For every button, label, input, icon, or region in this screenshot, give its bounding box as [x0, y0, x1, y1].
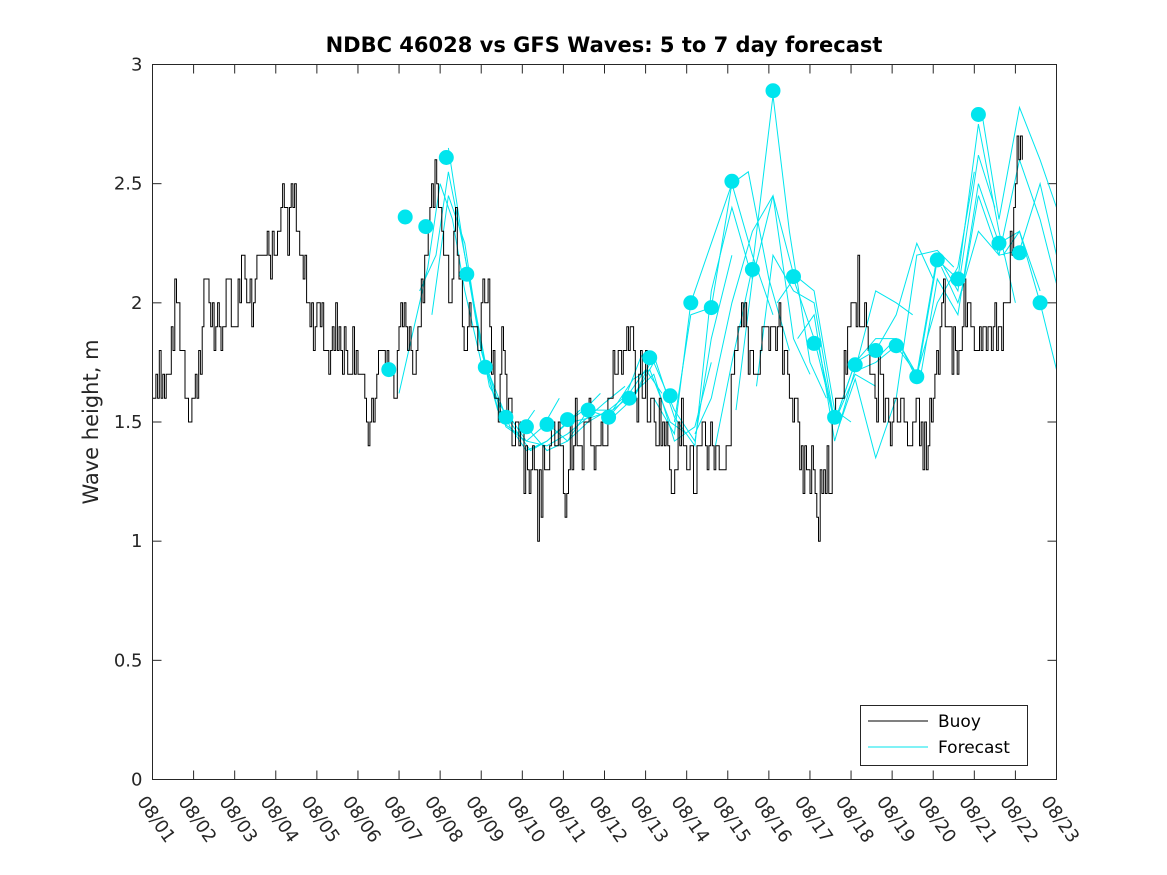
forecast-marker: [438, 150, 454, 165]
y-tick-label: 1: [131, 531, 142, 552]
forecast-marker: [909, 369, 925, 385]
x-tick-label: 08/09: [461, 792, 508, 847]
legend-box: [860, 705, 1028, 766]
forecast-marker: [601, 409, 617, 425]
x-tick-label: 08/02: [173, 792, 220, 847]
x-tick-label: 08/06: [338, 792, 385, 847]
y-tick-label: 0.5: [114, 650, 143, 671]
forecast-marker: [765, 83, 781, 99]
forecast-line: [571, 368, 687, 435]
x-tick-label: 08/03: [215, 792, 262, 847]
forecast-marker: [498, 409, 514, 425]
forecast-marker: [888, 338, 904, 354]
forecast-marker: [518, 419, 534, 435]
legend: Buoy Forecast: [860, 705, 1028, 766]
forecast-marker: [950, 271, 966, 287]
forecast-marker: [683, 295, 699, 311]
chart-title: NDBC 46028 vs GFS Waves: 5 to 7 day fore…: [326, 33, 883, 57]
x-tick-label: 08/11: [543, 792, 590, 847]
forecast-marker: [991, 235, 1007, 251]
y-tick-label: 2: [131, 293, 142, 314]
forecast-marker: [827, 409, 843, 425]
forecast-line: [592, 362, 712, 442]
legend-buoy-label: Buoy: [938, 712, 981, 732]
forecast-marker: [477, 359, 493, 375]
forecast-marker: [868, 343, 884, 358]
x-tick-label: 08/01: [132, 792, 179, 847]
plot-frame: [152, 64, 1057, 780]
forecast-marker: [929, 252, 945, 268]
forecast-marker: [970, 107, 986, 122]
x-tick-label: 08/13: [625, 792, 672, 847]
x-tick-label: 08/08: [420, 792, 467, 847]
forecast-marker: [621, 390, 637, 406]
forecast-marker: [381, 362, 397, 378]
forecast-marker: [580, 402, 596, 418]
x-tick-label: 08/05: [297, 792, 344, 847]
x-tick-label: 08/17: [790, 792, 837, 847]
x-tick-label: 08/18: [831, 792, 878, 847]
forecast-marker: [418, 219, 434, 235]
forecast-marker: [459, 266, 475, 282]
forecast-marker: [1032, 295, 1048, 311]
forecast-marker: [397, 209, 413, 225]
x-tick-label: 08/15: [708, 792, 755, 847]
forecast-marker: [1012, 245, 1027, 261]
forecast-marker: [724, 173, 740, 189]
y-tick-label: 3: [131, 55, 142, 76]
x-tick-label: 08/22: [995, 792, 1042, 847]
forecast-marker: [642, 350, 658, 366]
forecast-line: [509, 385, 626, 447]
x-tick-label: 08/04: [256, 792, 303, 847]
forecast-line: [756, 253, 876, 424]
forecast-line: [1002, 230, 1057, 370]
y-tick-label: 2.5: [114, 174, 143, 195]
x-tick-label: 08/19: [872, 792, 919, 847]
forecast-line: [468, 278, 581, 452]
forecast-line: [694, 194, 811, 435]
x-tick-label: 08/10: [502, 792, 549, 847]
y-axis-label: Wave height, m: [79, 339, 103, 504]
forecast-markers: [381, 83, 1048, 435]
forecast-marker: [662, 388, 678, 404]
x-tick-label: 08/14: [667, 792, 714, 847]
forecast-marker: [847, 357, 863, 373]
forecast-marker: [560, 412, 575, 428]
y-tick-label: 0: [131, 770, 142, 791]
forecast-line: [653, 182, 774, 436]
y-tick-label: 1.5: [114, 412, 143, 433]
forecast-marker: [703, 300, 719, 316]
x-tick-label: 08/20: [913, 792, 960, 847]
forecast-marker: [806, 335, 822, 351]
forecast-marker: [539, 416, 555, 432]
x-tick-label: 08/07: [379, 792, 426, 847]
forecast-line: [961, 181, 1057, 291]
legend-forecast-label: Forecast: [938, 738, 1010, 758]
forecast-marker: [744, 262, 760, 277]
x-tick-label: 08/21: [954, 792, 1001, 847]
x-tick-label: 08/16: [749, 792, 796, 847]
x-tick-label: 08/12: [584, 792, 631, 847]
forecast-line: [982, 105, 1057, 220]
x-tick-label: 08/23: [1036, 792, 1083, 847]
forecast-marker: [786, 269, 801, 285]
